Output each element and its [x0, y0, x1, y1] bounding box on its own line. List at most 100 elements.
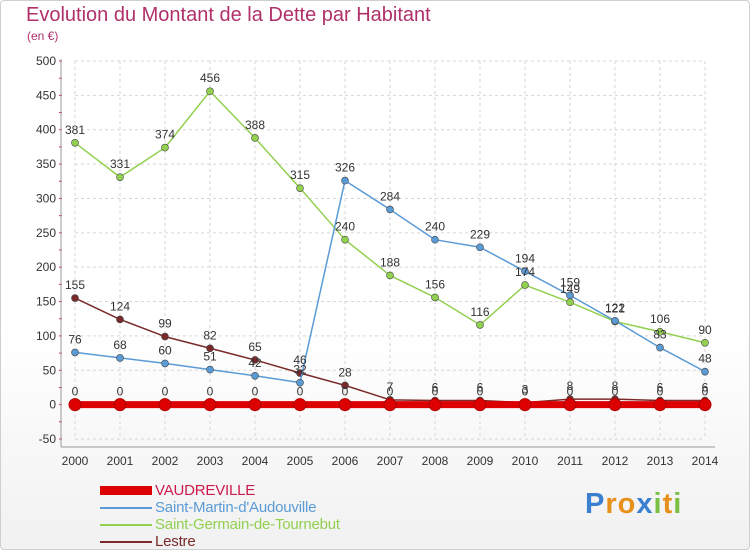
y-tick-label: -50 — [39, 432, 57, 446]
data-point — [656, 343, 664, 352]
data-label: 0 — [657, 385, 664, 399]
legend-swatch — [100, 524, 152, 526]
data-label: 6 — [477, 381, 484, 395]
x-tick-label: 2009 — [467, 454, 494, 468]
y-tick-label: 500 — [36, 54, 56, 68]
data-label: 0 — [432, 385, 439, 399]
y-tick-label: 100 — [36, 329, 56, 343]
legend-swatch — [100, 486, 152, 495]
data-label: 60 — [158, 343, 172, 357]
data-label: 82 — [203, 328, 217, 342]
x-tick-label: 2013 — [647, 454, 674, 468]
data-point — [206, 365, 214, 374]
y-tick-label: 250 — [36, 226, 56, 240]
data-label: 155 — [65, 278, 85, 292]
data-label: 6 — [702, 381, 709, 395]
logo-letter: r — [605, 488, 618, 520]
data-label: 159 — [560, 275, 580, 289]
x-tick-label: 2000 — [62, 454, 89, 468]
data-point — [161, 332, 169, 341]
data-point — [473, 398, 487, 412]
x-tick-label: 2005 — [287, 454, 314, 468]
data-point — [611, 316, 619, 325]
data-label: 3 — [522, 383, 529, 397]
data-point — [701, 338, 709, 347]
proxiti-logo: Proxiti — [585, 488, 682, 521]
data-label: 174 — [515, 265, 535, 279]
y-tick-label: 350 — [36, 157, 56, 171]
data-label: 32 — [293, 363, 307, 377]
logo-letter: t — [662, 488, 674, 520]
data-point — [341, 176, 349, 185]
x-tick-label: 2004 — [242, 454, 269, 468]
data-label: 0 — [477, 385, 484, 399]
y-tick-label: 50 — [43, 363, 57, 377]
data-point — [653, 398, 667, 412]
y-tick-label: 300 — [36, 191, 56, 205]
x-tick-label: 2011 — [557, 454, 583, 468]
data-label: 0 — [702, 385, 709, 399]
legend-label: Saint-Germain-de-Tournebut — [155, 516, 340, 533]
data-label: 6 — [432, 381, 439, 395]
data-point — [521, 267, 529, 276]
data-point — [341, 235, 349, 244]
data-label: 194 — [515, 251, 535, 265]
data-label: 68 — [113, 338, 127, 352]
x-tick-label: 2012 — [602, 454, 629, 468]
data-point — [71, 138, 79, 147]
logo-letter: i — [653, 488, 663, 520]
data-point — [608, 398, 622, 412]
data-label: 374 — [155, 128, 175, 142]
data-label: 48 — [698, 352, 712, 366]
data-label: 76 — [68, 332, 82, 346]
data-label: 90 — [698, 323, 712, 337]
data-point — [566, 291, 574, 300]
y-tick-label: 150 — [36, 295, 56, 309]
x-tick-label: 2010 — [512, 454, 539, 468]
data-label: 240 — [335, 220, 355, 234]
data-point — [566, 298, 574, 307]
data-point — [158, 398, 172, 412]
data-label: 28 — [338, 365, 352, 379]
data-label: 326 — [335, 161, 355, 175]
data-label: 8 — [612, 379, 619, 393]
data-label: 0 — [252, 385, 259, 399]
y-tick-label: 200 — [36, 260, 56, 274]
data-point — [296, 378, 304, 387]
data-label: 0 — [387, 385, 394, 399]
data-label: 456 — [200, 71, 220, 85]
data-point — [563, 398, 577, 412]
data-point — [293, 398, 307, 412]
data-point — [431, 293, 439, 302]
data-label: 51 — [203, 350, 217, 364]
data-point — [431, 235, 439, 244]
data-label: 0 — [522, 385, 529, 399]
data-label: 284 — [380, 189, 400, 203]
y-tick-label: 400 — [36, 123, 56, 137]
data-point — [251, 134, 259, 142]
x-tick-label: 2014 — [692, 454, 719, 468]
logo-letter: i — [673, 488, 683, 520]
data-label: 0 — [342, 385, 349, 399]
logo-letter: P — [585, 488, 606, 520]
data-label: 149 — [560, 282, 580, 296]
legend-swatch — [100, 507, 152, 509]
x-tick-label: 2003 — [197, 454, 224, 468]
data-point — [386, 205, 394, 214]
data-point — [386, 271, 394, 280]
data-label: 83 — [653, 328, 667, 342]
data-point — [206, 87, 214, 96]
data-point — [116, 315, 124, 324]
data-label: 42 — [248, 356, 262, 370]
data-point — [68, 398, 82, 412]
y-tick-label: 450 — [36, 88, 56, 102]
data-point — [71, 294, 79, 302]
data-point — [518, 398, 532, 412]
data-label: 0 — [162, 385, 169, 399]
data-label: 124 — [110, 299, 130, 313]
data-point — [251, 371, 259, 380]
data-point — [476, 243, 484, 252]
data-point — [116, 354, 124, 362]
